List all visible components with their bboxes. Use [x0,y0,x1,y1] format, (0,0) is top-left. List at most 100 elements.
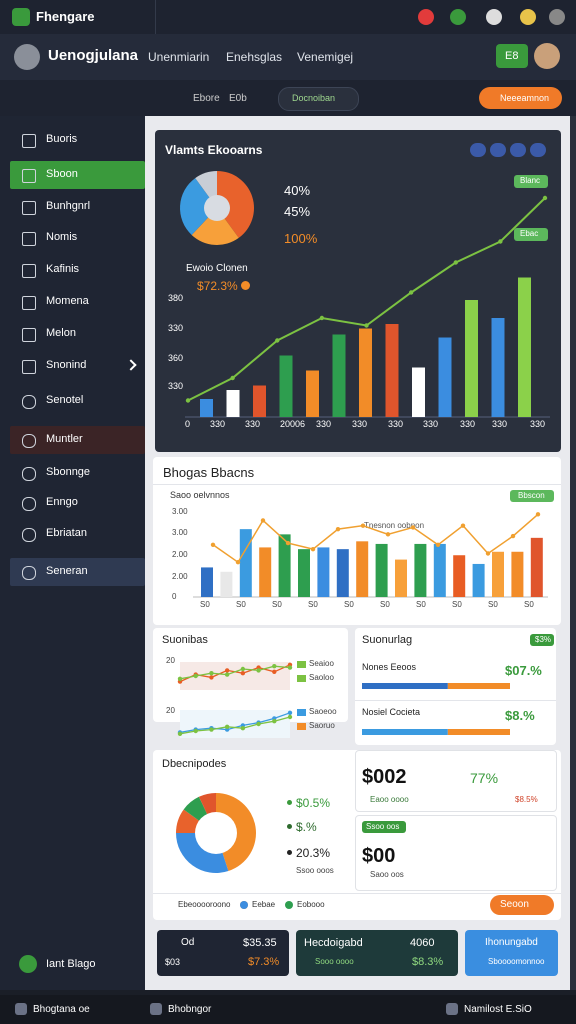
action-label[interactable]: Seoon [500,899,529,910]
share-icon[interactable] [490,143,506,157]
share-icon[interactable] [470,143,486,157]
top-icon[interactable] [450,9,466,25]
line-point [256,668,261,673]
legend-swatch [297,675,306,682]
divider [153,893,561,894]
app-icon [12,8,30,26]
nav-item[interactable]: Venemigej [297,50,354,64]
line-point [335,526,341,532]
sidebar-item[interactable]: Buoris [46,133,78,145]
header-button[interactable] [496,44,528,68]
nav-item[interactable]: Unenmiarin [148,50,210,64]
y-label: 3.00 [172,528,188,537]
y-label: 360 [168,353,184,363]
top-bar [0,0,576,34]
sidebar-item[interactable]: Bunhgnrl [46,200,91,212]
pie-center [204,195,230,221]
tag [530,634,554,646]
x-label: 330 [388,419,404,429]
toolbar-item[interactable]: Ebore [193,93,220,104]
action-label[interactable]: Neeeamnon [500,93,550,103]
line-point [285,540,291,546]
y-label: 380 [168,293,184,303]
legend-label: Eobooo [297,900,325,909]
sidebar-active [10,161,145,189]
bottom-item[interactable]: Bhobngor [168,1004,212,1015]
legend-title: Ewoio Clonen [186,263,248,274]
bottom-item[interactable]: Bhogtana oe [33,1004,90,1015]
sidebar-item[interactable]: Nomis [46,231,78,243]
x-label: 330 [492,419,508,429]
label-dot [287,850,292,855]
bar-icon [446,1003,458,1015]
sidebar-item[interactable]: Melon [46,327,76,339]
tag-label: Ssoo oos [366,822,400,831]
top-icon[interactable] [520,9,536,25]
header-button-label[interactable]: E8 [505,50,519,62]
bar [453,555,466,597]
sidebar-item[interactable]: Senotel [46,394,84,406]
bottom-item[interactable]: Namilost E.SiO [464,1004,532,1015]
line-point [209,675,214,680]
bar [306,370,319,417]
top-icon[interactable] [549,9,565,25]
sidebar-icon [22,169,36,183]
top-icon[interactable] [418,9,434,25]
line-point [275,338,280,343]
legend-label: Saoeoo [309,707,337,716]
x-label: S0 [452,600,462,609]
x-label: S0 [416,600,426,609]
share-icon[interactable] [530,143,546,157]
x-label: 0 [185,419,191,429]
pie-slice [217,171,254,238]
stat-value: $00 [362,845,396,867]
sidebar-item[interactable]: Enngo [46,496,78,508]
sidebar-item[interactable]: Muntler [46,433,83,445]
x-label: S0 [308,600,318,609]
line-point [510,533,516,539]
sidebar-item[interactable]: Kafinis [46,263,80,275]
sidebar-item[interactable]: Snonind [46,359,87,371]
bar [201,567,213,597]
sidebar-item[interactable]: Ebriatan [46,527,87,539]
top-icon[interactable] [486,9,502,25]
bar [226,390,240,417]
user-name: Uenogjulana [48,47,139,64]
y-label: 3.00 [172,507,188,516]
legend-dot [241,281,250,290]
subtitle: Saoo oelvnnos [170,490,230,500]
filter-chip[interactable] [278,87,359,111]
bar [259,547,272,597]
trend-line [212,513,539,564]
profile [534,43,560,69]
line-point [453,260,458,265]
line-point [240,671,246,676]
filter-label[interactable]: Docnoiban [292,93,336,103]
bar [317,547,330,597]
line-point [224,672,230,677]
bar [385,324,399,417]
trend-line [179,665,291,680]
bar [395,559,407,597]
tag [510,490,554,502]
y-label: 2.00 [172,550,188,559]
card-title: Ihonungabd [485,937,538,948]
stat-card [465,930,558,976]
nav-item[interactable]: Enehsglas [226,50,283,64]
stat-value: $002 [362,766,407,788]
share-icon[interactable] [510,143,526,157]
sidebar-item[interactable]: Sbonnge [46,466,91,478]
y-label: 330 [168,323,184,333]
annotation: Tnesnon oobnon [364,521,425,530]
line-point [272,719,277,724]
sidebar-item[interactable]: Momena [46,295,89,307]
sidebar-icon [22,134,36,148]
action-button[interactable] [490,895,554,915]
back-button [155,0,156,34]
sidebar-item[interactable]: Seneran [46,565,88,577]
toolbar-item[interactable]: E0b [229,93,247,104]
action-button[interactable] [479,87,562,109]
sidebar-item[interactable]: Sboon [46,168,78,180]
sidebar-footer[interactable]: Iant Blago [46,958,96,970]
line-point [410,525,416,530]
